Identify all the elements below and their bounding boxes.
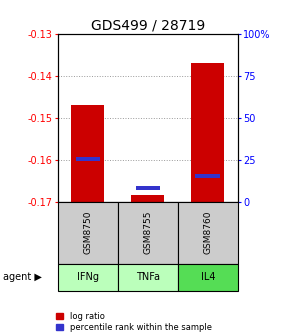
Bar [71,105,104,202]
Text: GSM8760: GSM8760 [203,211,212,254]
Bar [178,264,238,291]
Bar [191,63,224,202]
Bar [135,185,160,190]
Bar [118,264,178,291]
Text: IL4: IL4 [201,272,215,282]
Legend: log ratio, percentile rank within the sample: log ratio, percentile rank within the sa… [56,312,212,332]
Bar [178,202,238,264]
Text: GSM8755: GSM8755 [143,211,153,254]
Bar [58,202,118,264]
Bar [131,195,164,202]
Text: GSM8750: GSM8750 [84,211,93,254]
Bar [118,202,178,264]
Bar [195,174,220,178]
Title: GDS499 / 28719: GDS499 / 28719 [91,18,205,33]
Text: agent ▶: agent ▶ [3,272,42,282]
Bar [58,264,118,291]
Bar [76,157,100,161]
Text: TNFa: TNFa [136,272,160,282]
Text: IFNg: IFNg [77,272,99,282]
